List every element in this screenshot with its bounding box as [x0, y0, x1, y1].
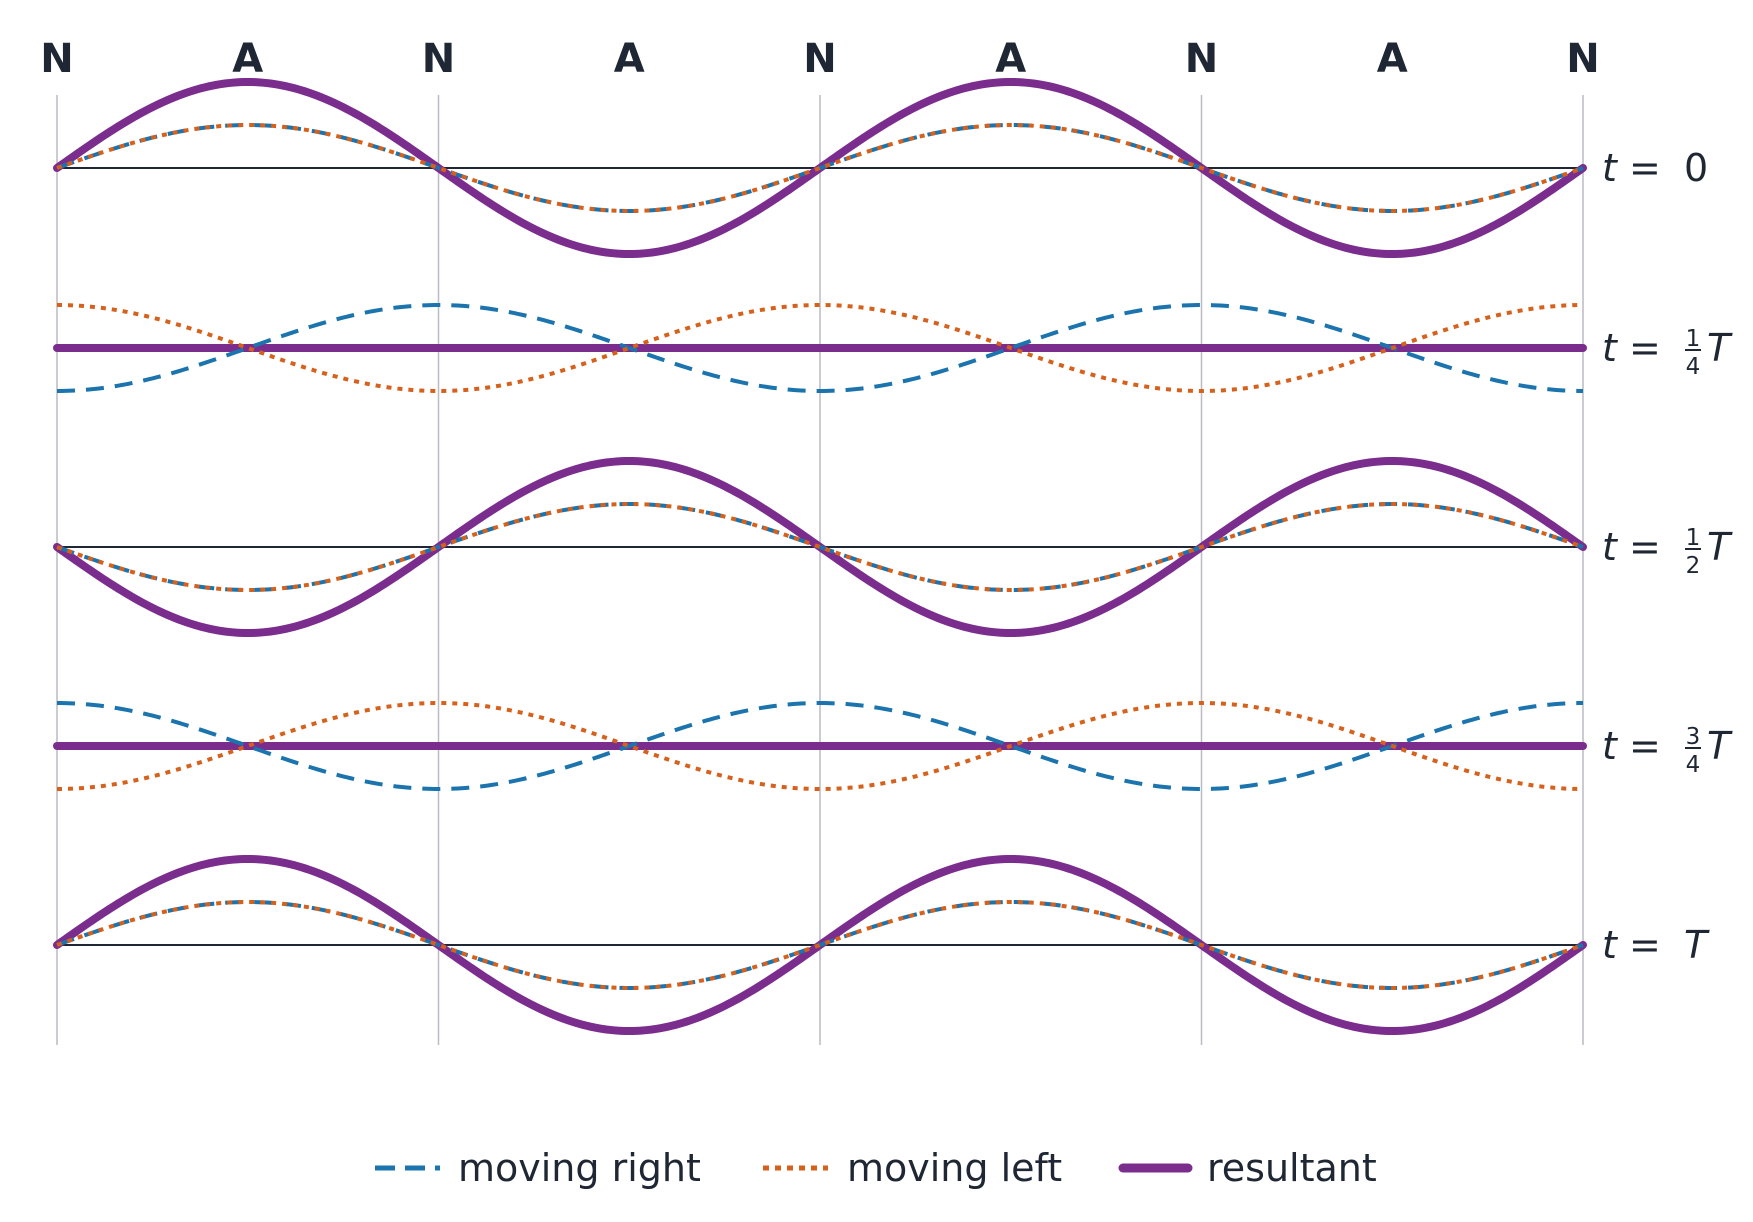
time-label-period: T — [1707, 525, 1733, 569]
time-label: t = 34 T — [1602, 724, 1733, 778]
moving-right-wave — [56, 700, 1584, 792]
node-label: N — [803, 36, 836, 82]
fraction-numerator: 1 — [1686, 326, 1701, 352]
time-label-period: T — [1707, 724, 1733, 768]
time-label-prefix: t = — [1602, 146, 1661, 190]
time-label-prefix: t = — [1602, 326, 1661, 370]
moving-left-wave — [56, 899, 1584, 991]
antinode-label: A — [232, 36, 263, 82]
node-label: N — [422, 36, 455, 82]
moving-left-wave — [56, 122, 1584, 214]
fraction-numerator: 1 — [1686, 525, 1701, 551]
time-label-value: 0 — [1684, 146, 1708, 190]
snapshot-panels: t = 0t = 14 Tt = 12 Tt = 34 Tt = T — [53, 77, 1733, 1036]
time-label-prefix: t = — [1602, 724, 1661, 768]
time-label: t = 0 — [1602, 146, 1708, 190]
fraction-denominator: 4 — [1686, 354, 1701, 380]
node-antinode-guides — [56, 95, 1584, 1045]
snapshot-panel: t = 14 T — [53, 302, 1733, 394]
legend-label: moving right — [458, 1146, 701, 1190]
moving-left-wave — [56, 501, 1584, 593]
time-label-period: T — [1684, 923, 1710, 967]
antinode-label: A — [614, 36, 645, 82]
time-label-prefix: t = — [1602, 923, 1661, 967]
legend-label: resultant — [1207, 1146, 1377, 1190]
node-label: N — [1185, 36, 1218, 82]
time-label: t = T — [1602, 923, 1710, 967]
snapshot-panel: t = 0 — [53, 77, 1708, 259]
legend-item: resultant — [1118, 1146, 1377, 1190]
time-label: t = 12 T — [1602, 525, 1733, 579]
time-label: t = 14 T — [1602, 326, 1733, 380]
snapshot-panel: t = 12 T — [53, 456, 1733, 638]
snapshot-panel: t = 34 T — [53, 700, 1733, 792]
antinode-label: A — [995, 36, 1026, 82]
fraction-numerator: 3 — [1686, 724, 1701, 750]
antinode-label: A — [1377, 36, 1408, 82]
time-label-prefix: t = — [1602, 525, 1661, 569]
node-label: N — [40, 36, 73, 82]
node-label: N — [1566, 36, 1599, 82]
fraction-denominator: 2 — [1686, 553, 1701, 579]
moving-right-wave — [56, 302, 1584, 394]
moving-left-wave — [56, 700, 1584, 792]
legend-label: moving left — [847, 1146, 1062, 1190]
legend: moving right moving left resultant — [375, 1146, 1377, 1190]
legend-item: moving left — [763, 1146, 1062, 1190]
fraction-denominator: 4 — [1686, 752, 1701, 778]
time-label-period: T — [1707, 326, 1733, 370]
snapshot-panel: t = T — [53, 854, 1710, 1036]
legend-item: moving right — [375, 1146, 701, 1190]
moving-left-wave — [56, 302, 1584, 394]
